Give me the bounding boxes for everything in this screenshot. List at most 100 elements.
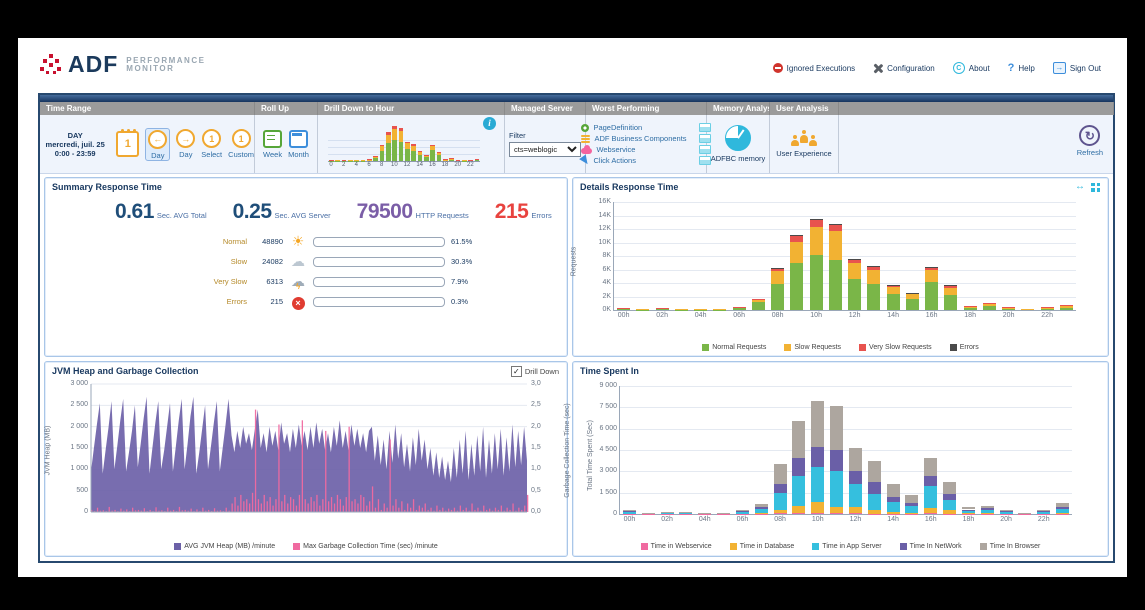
toolbar-section-spacer: ↻ Refresh [839,102,1114,173]
people-icon [790,130,817,146]
adf-logo-icon [40,53,62,76]
drill-down-checkbox[interactable]: ✓ Drill Down [510,366,559,377]
select-day-button[interactable]: 1 Select [201,129,222,159]
app-logo: ADF PERFORMANCE MONITOR [40,51,205,78]
week-calendar-icon [263,129,283,148]
signout-label: Sign Out [1069,63,1101,73]
normal-progress-bar [313,236,445,247]
previous-day-button[interactable]: ← Day [148,129,168,160]
adf-bc-label: ADF Business Components [594,134,687,143]
header-links: Ignored Executions Configuration C About… [772,62,1101,74]
time-range-header: Time Range [40,102,255,115]
server-filter-select[interactable]: cts=weblogic [509,142,581,157]
gear-icon [581,123,590,132]
jvm-chart: 0 500 1 000 1 500 2 000 2 500 3 000 0,0 0,5 1,0 1,… [70,380,541,515]
brand-name: ADF [68,51,119,77]
next-day-button[interactable]: → Day [176,129,196,159]
arrow-left-icon: ← [148,129,168,149]
summary-rows: Normal 48890 ☀ 61.5% Slow 24082 ☁ 30.3% [195,232,473,310]
worst-webservice-link[interactable]: Webservice [581,145,686,154]
drill-down-hour-chart[interactable]: 0 2 4 6 8 10 12 14 16 18 20 22 [328,126,480,171]
user-experience-label: User Experience [776,149,832,158]
select-day-label: Select [201,150,223,159]
layers-icon [581,134,591,143]
week-label: Week [263,149,283,159]
maximize-icon[interactable] [1091,182,1100,192]
jvm-left-axis-label: JVM Heap (MB) [44,425,52,476]
time-range-day: DAY [67,130,83,140]
refresh-button[interactable]: ↻ Refresh [1077,125,1103,157]
select-day-icon: 1 [202,129,222,148]
details-legend: Normal Requests Slow Requests Very Slow Re… [573,344,1108,351]
ignored-executions-link[interactable]: Ignored Executions [772,63,856,73]
pie-icon [725,125,751,151]
errors-progress-bar [313,296,445,307]
previous-day-label: Day [151,150,165,160]
month-calendar-icon [289,129,309,148]
slow-progress-bar [313,256,445,267]
worst-pagedefinition-link[interactable]: PageDefinition [581,123,686,132]
jvm-panel-title: JVM Heap and Garbage Collection [52,366,199,376]
calendar-day-icon[interactable]: 1 [116,129,140,157]
toolbar-section-memory-analysis: Memory Analysis ADFBC memory [707,102,770,173]
user-experience-button[interactable]: User Experience [776,130,832,158]
toolbar-section-roll-up: Roll Up Week Month [255,102,318,173]
help-link[interactable]: ? Help [1008,62,1035,74]
rain-cloud-icon: ☁ [291,252,305,269]
cloud-icon [581,145,593,154]
cursor-icon [579,154,592,167]
summary-row-normal: Normal 48890 ☀ 61.5% [222,232,473,249]
details-y-axis-label: Requests [570,246,578,277]
toolbar-section-drill-down: Drill Down to Hour 0 2 4 6 8 10 12 14 16 18 20 22 i [318,102,505,173]
stat-errors: 215 Errors [494,200,552,223]
dashboard-top-bar [40,95,1113,102]
refresh-label: Refresh [1076,148,1103,157]
roll-up-week-button[interactable]: Week [263,129,283,159]
details-panel-title: Details Response Time [580,182,679,192]
toolbar-section-worst-performing: Worst Performing PageDefinition ADF Busi… [579,102,711,173]
adfbc-memory-label: ADFBC memory [710,154,766,163]
toolbar-section-managed-server: Managed Server Filter cts=weblogic [505,102,586,173]
resize-horizontal-icon[interactable]: ↔ [1075,181,1085,192]
summary-row-slow: Slow 24082 ☁ 30.3% [230,252,473,269]
stat-avg-total: 0.61 Sec. AVG Total [115,200,207,223]
question-icon: ? [1007,62,1015,74]
no-entry-icon [772,63,783,73]
ignored-executions-label: Ignored Executions [786,63,856,73]
summary-response-time-panel: Summary Response Time 0.61 Sec. AVG Total… [44,177,568,357]
timespent-panel-title: Time Spent In [580,366,639,376]
jvm-right-axis-label: Garbage Collection Time (sec) [564,403,572,498]
summary-row-errors: Errors 215 × 0.3% [226,296,469,310]
help-label: Help [1018,63,1035,73]
click-actions-label: Click Actions [593,156,636,165]
adfbc-memory-button[interactable]: ADFBC memory [710,125,766,163]
next-day-label: Day [179,150,193,159]
copyright-icon: C [952,62,965,74]
roll-up-month-button[interactable]: Month [288,129,309,159]
memory-analysis-header: Memory Analysis [707,102,770,115]
time-range-text: DAY mercredi, juil. 25 0:00 - 23:59 [40,131,110,158]
details-chart: 0K 2K 4K 6K 8K 10K 12K 14K 16K 00h 02h 04h 06h 08h 10h… [599,198,1076,319]
webservice-label: Webservice [596,145,636,154]
info-icon[interactable]: i [483,117,496,130]
time-range-date: mercredi, juil. 25 [45,139,105,149]
jvm-legend: AVG JVM Heap (MB) /minute Max Garbage Col… [45,543,567,550]
details-response-time-panel: Details Response Time ↔ Requests 0K 2K 4K 6… [570,177,1109,357]
about-link[interactable]: C About [952,62,990,74]
storm-cloud-icon: ☁ ϟ [291,272,305,291]
mini-chart-icons[interactable] [698,123,711,165]
signout-link[interactable]: → Sign Out [1052,62,1101,74]
configuration-link[interactable]: Configuration [873,63,935,73]
worst-adf-bc-link[interactable]: ADF Business Components [581,134,687,143]
worst-performing-header: Worst Performing [586,102,707,115]
worst-click-actions-link[interactable]: Click Actions [579,154,686,167]
sun-icon: ☀ [291,232,305,249]
custom-range-button[interactable]: 1 Custom [228,129,254,159]
drill-down-header: Drill Down to Hour [318,102,505,115]
wrench-icon [873,63,883,73]
pagedefinition-label: PageDefinition [593,123,643,132]
configuration-label: Configuration [887,63,935,73]
time-range-hours: 0:00 - 23:59 [54,148,96,158]
